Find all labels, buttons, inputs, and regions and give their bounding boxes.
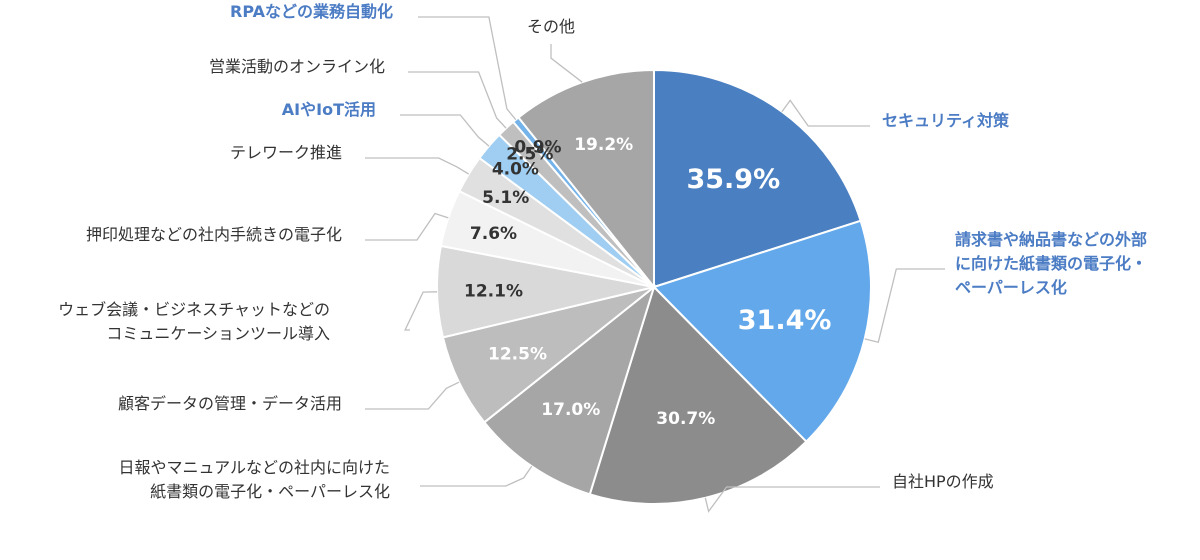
slice-percentage-label: 0.9% <box>514 138 561 158</box>
slice-percentage-label: 4.0% <box>492 160 539 180</box>
slice-percentage-label: 12.5% <box>488 345 547 365</box>
slice-category-label: テレワーク推進 <box>230 143 342 162</box>
slice-category-label: 顧客データの管理・データ活用 <box>118 394 342 413</box>
slice-category-label: AIやIoT活用 <box>282 100 376 119</box>
pie-slice <box>482 284 656 496</box>
slice-category-label: その他 <box>527 17 575 36</box>
slice-category-label: RPAなどの業務自動化 <box>230 2 393 21</box>
slice-percentage-label: 19.2% <box>574 135 633 155</box>
leader-line <box>781 99 870 127</box>
leader-line <box>404 291 438 331</box>
leader-line <box>420 465 533 487</box>
slice-category-label: 請求書や納品書などの外部に向けた紙書類の電子化・ペーパーレス化 <box>955 230 1147 297</box>
slice-category-label: 日報やマニュアルなどの社内に向けた紙書類の電子化・ペーパーレス化 <box>118 458 390 501</box>
pie-slice <box>653 68 862 289</box>
slice-category-label: 営業活動のオンライン化 <box>209 57 385 76</box>
slice-percentage-label: 12.1% <box>464 282 523 302</box>
slice-category-label: セキュリティ対策 <box>882 111 1010 130</box>
slice-category-label: 自社HPの作成 <box>892 472 994 491</box>
leader-line <box>365 157 470 175</box>
slice-percentage-label: 31.4% <box>738 305 832 336</box>
slice-percentage-label: 2.5% <box>506 145 553 165</box>
pie-slice <box>517 68 655 290</box>
slice-percentage-label: 17.0% <box>541 400 600 420</box>
leader-line <box>704 486 880 513</box>
leader-line <box>365 381 460 410</box>
percentage-labels: 35.9% 31.4% 30.7% 17.0% 12.5% 12.1% 7.6% 5.1% 4.… <box>464 135 831 429</box>
slice-percentage-label: 7.6% <box>470 224 517 244</box>
leader-line <box>418 16 517 121</box>
category-labels: セキュリティ対策請求書や納品書などの外部に向けた紙書類の電子化・ペーパーレス化自… <box>58 2 1147 501</box>
leader-line <box>864 268 945 343</box>
slice-category-label: ウェブ会議・ビジネスチャットなどのコミュニケーションツール導入 <box>58 300 330 343</box>
slice-category-label: 押印処理などの社内手続きの電子化 <box>86 225 342 244</box>
leader-line <box>400 114 490 147</box>
slice-percentage-label: 30.7% <box>656 409 715 429</box>
slice-percentage-label: 35.9% <box>686 164 780 195</box>
slice-percentage-label: 5.1% <box>482 188 529 208</box>
leader-lines <box>365 16 945 513</box>
leader-line <box>550 44 583 83</box>
leader-line <box>365 212 449 241</box>
leader-line <box>408 71 507 129</box>
